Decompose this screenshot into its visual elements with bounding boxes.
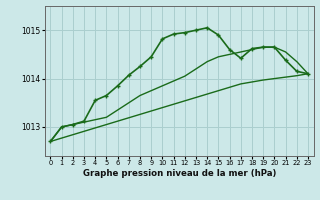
X-axis label: Graphe pression niveau de la mer (hPa): Graphe pression niveau de la mer (hPa) — [83, 169, 276, 178]
